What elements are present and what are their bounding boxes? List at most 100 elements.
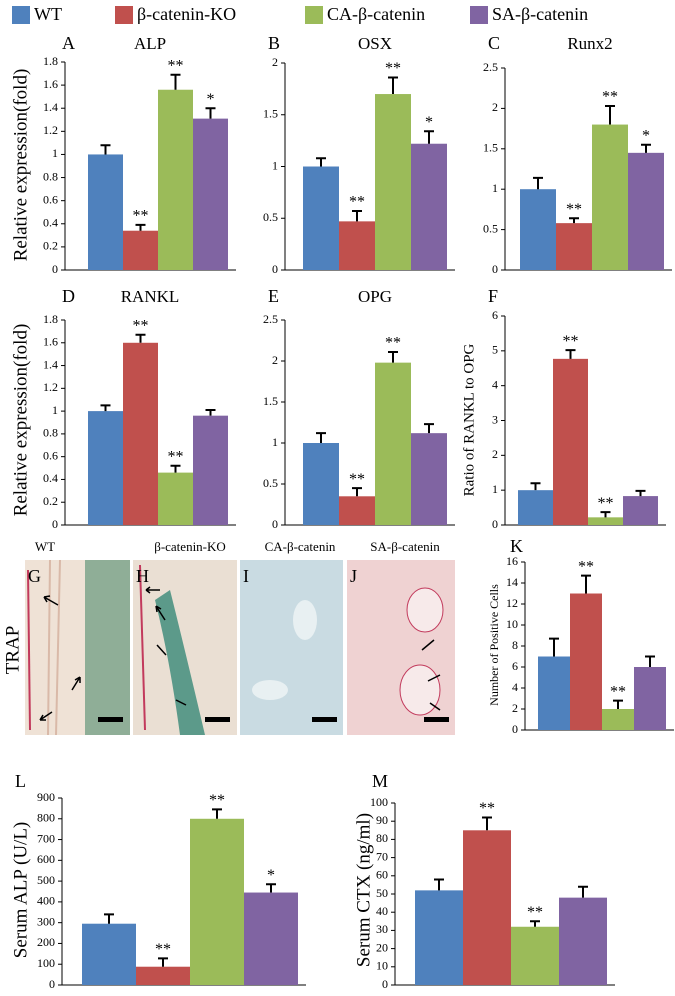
error-bar — [205, 107, 216, 119]
y-tick-label: 10 — [376, 959, 388, 973]
y-tick-label: 0.5 — [263, 210, 278, 224]
image-h-stain — [139, 564, 146, 731]
error-bar — [352, 210, 362, 222]
y-tick-label: 1.2 — [43, 123, 58, 137]
y-tick-label: 500 — [37, 873, 55, 887]
chart-panel: 0 0.2 0.4 0.6 0.8 1 1.2 1.4 1.6 1.8 ** ** D RANKL Rela… — [10, 286, 236, 531]
image-g-stain — [27, 569, 31, 731]
y-tick-label: 1 — [492, 482, 498, 496]
y-tick-label: 100 — [370, 795, 388, 809]
chart-panel: 00.20.40.60.811.21.41.61.8*****A ALPRelat… — [10, 33, 236, 276]
bar — [634, 667, 666, 730]
error-bar — [266, 883, 276, 893]
y-axis-label: Serum ALP (U/L) — [10, 822, 31, 959]
legend-label: WT — [34, 4, 62, 24]
y-tick-label: 0.4 — [43, 471, 58, 485]
bar — [375, 94, 411, 270]
bar — [88, 411, 123, 525]
bar — [538, 656, 570, 730]
error-bar — [205, 408, 216, 416]
error-bar — [434, 878, 444, 891]
error-bar — [641, 143, 651, 153]
y-tick-label: 1.8 — [43, 54, 58, 68]
error-bar — [581, 574, 591, 594]
image-i-space — [252, 680, 288, 700]
bar — [623, 496, 658, 525]
error-bar — [104, 913, 114, 924]
significance: ** — [168, 57, 184, 74]
error-bar — [316, 157, 326, 167]
y-tick-label: 60 — [376, 868, 388, 882]
y-tick-label: 1 — [272, 158, 278, 172]
arrows — [39, 586, 441, 721]
error-bar — [565, 349, 576, 359]
significance: * — [425, 114, 433, 131]
bar — [518, 490, 553, 525]
significance: ** — [133, 208, 149, 225]
y-axis-label: Ratio of RANKL to OPG — [461, 343, 477, 496]
image-h-marrow — [155, 590, 205, 735]
legend-swatch — [115, 6, 133, 24]
image-caption: SA-β-catenin — [370, 539, 440, 554]
image-i — [240, 560, 343, 735]
bar — [415, 890, 463, 985]
image-j-space — [399, 664, 441, 716]
y-tick-label: 0.5 — [483, 221, 498, 235]
legend-swatch — [305, 6, 323, 24]
bar — [82, 923, 136, 985]
y-tick-label: 1.5 — [263, 107, 278, 121]
chart-title: OSX — [358, 34, 392, 53]
y-tick-label: 14 — [506, 575, 518, 589]
bar — [123, 342, 158, 525]
image-g-bone — [47, 559, 61, 736]
panel-letter: G — [28, 566, 41, 586]
image-caption: β-catenin-KO — [154, 539, 226, 554]
error-bar — [569, 217, 579, 224]
y-axis-label: Serum CTX (ng/ml) — [353, 813, 374, 967]
legend-swatch — [12, 6, 30, 24]
y-tick-label: 100 — [37, 956, 55, 970]
error-bar — [530, 920, 540, 927]
y-tick-label: 16 — [506, 554, 518, 568]
y-tick-label: 1 — [492, 181, 498, 195]
bar — [193, 415, 228, 525]
y-tick-label: 2 — [492, 100, 498, 114]
error-bar — [424, 130, 434, 144]
panel-letter: C — [488, 33, 500, 53]
error-bar — [482, 816, 492, 831]
image-g-marrow — [85, 560, 130, 735]
significance: ** — [566, 201, 582, 218]
chart-title: ALP — [134, 34, 166, 53]
error-bar — [135, 333, 146, 343]
y-tick-label: 0.8 — [43, 169, 58, 183]
bar — [588, 517, 623, 525]
error-bar — [424, 423, 434, 434]
legend-label: β-catenin-KO — [137, 4, 236, 24]
significance: ** — [602, 89, 618, 106]
significance: ** — [598, 495, 614, 512]
y-tick-label: 0.2 — [43, 239, 58, 253]
y-tick-label: 0 — [52, 517, 58, 531]
y-tick-label: 2 — [272, 353, 278, 367]
y-tick-label: 1.5 — [483, 141, 498, 155]
bar — [303, 443, 339, 525]
bar — [411, 143, 447, 270]
y-tick-label: 300 — [37, 914, 55, 928]
y-tick-label: 0.6 — [43, 448, 58, 462]
panel-letter: B — [268, 33, 280, 53]
y-tick-label: 6 — [512, 659, 518, 673]
bar — [559, 897, 607, 985]
y-tick-label: 5 — [492, 343, 498, 357]
error-bar — [352, 487, 362, 497]
significance: ** — [168, 448, 184, 465]
error-bar — [316, 432, 326, 443]
bar — [136, 966, 190, 985]
error-bar — [100, 404, 111, 412]
panel-letter: J — [350, 566, 357, 586]
significance: ** — [479, 800, 495, 817]
significance: * — [207, 91, 215, 108]
y-tick-label: 10 — [506, 617, 518, 631]
y-tick-label: 0 — [49, 977, 55, 991]
significance: ** — [349, 471, 365, 488]
